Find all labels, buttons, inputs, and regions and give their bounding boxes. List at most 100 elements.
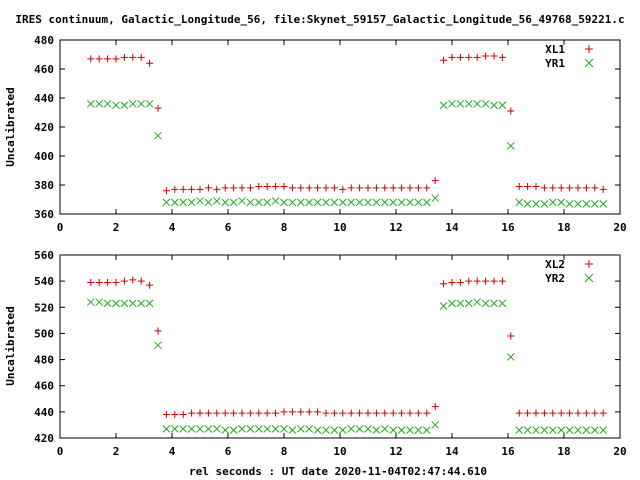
data-point [271,424,280,433]
y-tick-label: 480 [34,34,54,47]
data-point [482,277,490,285]
data-point [440,280,448,288]
x-tick-label: 18 [557,221,570,234]
x-tick-label: 8 [281,445,288,458]
data-point [574,199,582,208]
data-point [406,184,414,192]
data-point [473,277,481,285]
data-point [288,198,297,207]
data-point [448,278,456,286]
y-axis-label-bottom: Uncalibrated [4,306,17,385]
data-point [372,409,380,417]
data-point [288,426,297,435]
data-point [103,99,112,108]
data-point [532,182,540,190]
data-point [431,194,440,202]
data-point [137,277,145,285]
data-point [590,426,599,435]
data-point [389,426,398,435]
data-point [482,52,490,60]
data-point [574,426,582,435]
data-point [414,426,423,435]
data-point [204,198,213,207]
data-point [146,281,154,289]
data-point [566,409,574,417]
x-tick-label: 2 [113,221,120,234]
data-point [381,409,389,417]
data-point [120,277,128,285]
data-point [112,55,120,63]
data-point [498,277,506,285]
data-point [347,198,356,207]
data-point [456,99,465,108]
data-point [297,184,305,192]
data-point [229,426,238,435]
data-point [540,409,548,417]
data-point [254,198,263,207]
data-point [565,199,574,208]
data-point [146,59,154,67]
data-point [297,408,305,416]
y-tick-label: 560 [34,249,54,262]
y-tick-label: 480 [34,354,54,367]
data-point [272,409,280,417]
data-point [137,99,146,108]
data-point [590,199,599,208]
data-point [389,198,398,207]
data-point [355,198,364,207]
data-point [582,409,590,417]
data-point [263,409,271,417]
data-point [414,184,422,192]
data-point [506,353,515,361]
data-point [212,424,221,433]
data-point [196,409,204,417]
data-point [364,184,372,192]
data-point [431,177,439,185]
data-point [137,299,146,308]
data-point [498,101,507,110]
y-tick-label: 460 [34,380,54,393]
data-point [171,185,179,193]
data-point [288,184,296,192]
data-point [263,424,272,433]
data-point [313,198,322,207]
data-point [322,184,330,192]
legend-label: XL2 [545,258,565,271]
x-tick-label: 6 [225,445,232,458]
data-point [364,424,372,433]
data-point [456,299,465,308]
data-point [599,409,607,417]
x-tick-label: 16 [501,221,515,234]
data-point [104,55,112,63]
data-point [456,278,464,286]
data-point [179,410,187,418]
data-point [398,184,406,192]
data-point [171,410,179,418]
data-point [112,278,120,286]
data-point [515,426,524,435]
data-point [95,298,104,306]
data-point [128,299,137,308]
data-point [440,56,448,64]
data-point [137,53,145,61]
x-tick-label: 0 [57,445,64,458]
data-point [339,185,347,193]
data-point [129,53,137,61]
data-point [104,278,112,286]
data-point [280,198,288,207]
data-point [112,299,120,308]
data-point [338,426,347,435]
x-tick-label: 6 [225,221,232,234]
y-tick-label: 380 [34,179,54,192]
data-point [179,198,188,207]
data-point [389,409,397,417]
data-point [464,299,473,308]
data-point [448,299,456,308]
data-point [582,199,591,208]
data-point [498,299,507,308]
data-point [322,198,330,207]
data-point [599,426,608,435]
x-tick-label: 10 [333,221,346,234]
data-point [372,184,380,192]
